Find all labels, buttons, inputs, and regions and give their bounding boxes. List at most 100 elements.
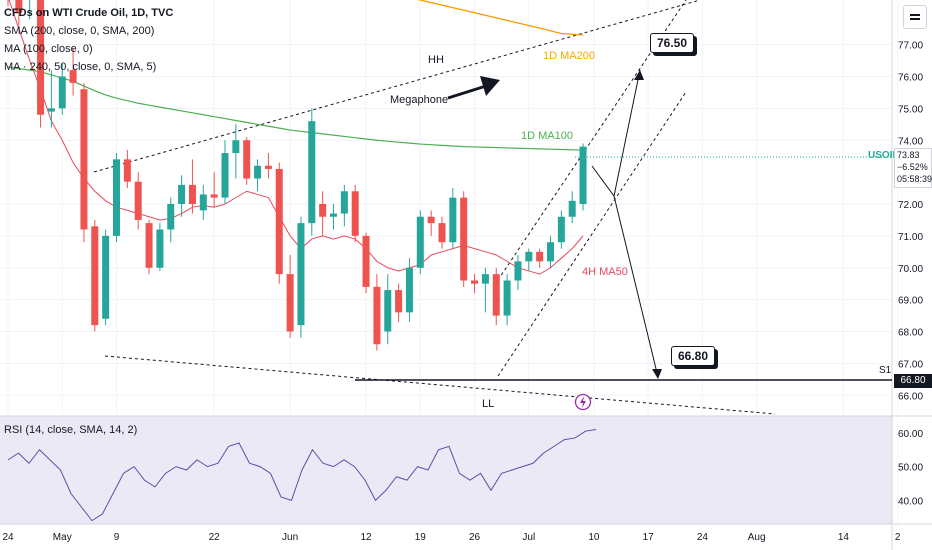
time-tick-label: 24 bbox=[2, 532, 14, 543]
candle-body bbox=[405, 267, 413, 313]
candle-body bbox=[351, 191, 359, 236]
candle-body bbox=[579, 146, 587, 204]
candle-body bbox=[275, 168, 283, 275]
candle-body bbox=[395, 290, 403, 313]
projection-arrowhead-up bbox=[634, 70, 644, 80]
price-tick-label: 74.00 bbox=[898, 136, 923, 147]
ll-trendline bbox=[104, 355, 776, 415]
candle-body bbox=[134, 181, 142, 220]
time-tick-label: May bbox=[53, 532, 72, 543]
projection-arrowhead-down bbox=[652, 369, 662, 379]
candle-body bbox=[330, 213, 337, 217]
projection-path-down bbox=[613, 195, 659, 378]
price-tick-label: 69.00 bbox=[898, 296, 923, 307]
candle-body bbox=[384, 290, 392, 332]
candle-body bbox=[362, 235, 370, 287]
flash-icon-glyph bbox=[580, 396, 586, 408]
time-tick-label: 22 bbox=[209, 532, 221, 543]
time-tick-label: 9 bbox=[114, 532, 120, 543]
candle-body bbox=[145, 223, 153, 268]
candle-body bbox=[188, 184, 196, 204]
rsi-axis-ticks: 60.00 50.00 40.00 bbox=[898, 429, 923, 508]
candle-body bbox=[243, 140, 251, 179]
candle-body bbox=[232, 140, 240, 153]
ma50-path bbox=[8, 0, 584, 275]
candle-body bbox=[47, 108, 55, 112]
time-tick-label: 24 bbox=[697, 532, 709, 543]
symbol-badge: USOIL bbox=[868, 150, 899, 161]
rsi-tick-label: 60.00 bbox=[898, 429, 923, 440]
candle-body bbox=[210, 194, 218, 198]
candle-body bbox=[102, 235, 110, 319]
candle-body bbox=[319, 204, 327, 217]
candle-body bbox=[113, 159, 120, 236]
time-tick-label: 17 bbox=[643, 532, 655, 543]
candle-body bbox=[503, 280, 511, 316]
price-tick-label: 72.00 bbox=[898, 200, 923, 211]
price-tick-label: 71.00 bbox=[898, 232, 923, 243]
rsi-legend: RSI (14, close, SMA, 14, 2) bbox=[4, 424, 138, 436]
candle-body bbox=[471, 280, 479, 284]
candle-body bbox=[547, 242, 554, 262]
megaphone-arrow-shaft bbox=[447, 84, 487, 100]
candle-body bbox=[438, 223, 446, 243]
expand-icon[interactable] bbox=[903, 5, 927, 29]
ma100-label: 1D MA100 bbox=[521, 130, 573, 142]
candle-body bbox=[80, 89, 88, 230]
candle-body bbox=[286, 274, 294, 332]
candle-body bbox=[373, 286, 381, 345]
candle-body bbox=[178, 184, 186, 204]
ma50-line bbox=[8, 0, 584, 275]
candle-body bbox=[427, 216, 435, 224]
current-price: 73.83 bbox=[897, 150, 920, 160]
price-change: −6.52% bbox=[897, 162, 928, 172]
ma200-line bbox=[416, 0, 584, 36]
price-tick-label: 67.00 bbox=[898, 359, 923, 370]
candle-body bbox=[568, 200, 576, 217]
candle-body bbox=[514, 261, 522, 281]
candle-body bbox=[416, 216, 424, 268]
hh-label: HH bbox=[428, 54, 444, 66]
candle-body bbox=[557, 216, 565, 243]
rsi-tick-label: 40.00 bbox=[898, 496, 923, 507]
channel-upper bbox=[497, 0, 687, 281]
time-tick-label: 14 bbox=[838, 532, 850, 543]
candle-body bbox=[449, 197, 457, 243]
target-high-label: 76.50 bbox=[650, 33, 695, 53]
ma200-label: 1D MA200 bbox=[543, 50, 595, 62]
megaphone-arrowhead bbox=[480, 76, 500, 96]
legend-ma: MA (100, close, 0) bbox=[4, 43, 93, 55]
candle-body bbox=[492, 274, 500, 316]
ll-label: LL bbox=[482, 398, 495, 410]
ma100-path bbox=[7, 66, 584, 151]
rsi-background bbox=[0, 416, 892, 524]
candles bbox=[7, 0, 587, 351]
time-tick-label: 12 bbox=[360, 532, 372, 543]
s1-price-badge: 66.80 bbox=[894, 374, 932, 388]
candle-body bbox=[15, 0, 23, 13]
rsi-path bbox=[7, 429, 597, 522]
time-tick-label: 2 bbox=[895, 532, 901, 543]
candle-body bbox=[481, 274, 489, 284]
candle-body bbox=[156, 229, 164, 268]
candle-body bbox=[308, 121, 316, 224]
time-tick-label: Aug bbox=[748, 532, 766, 543]
candle-body bbox=[199, 194, 207, 211]
hh-trendline bbox=[93, 0, 701, 173]
candle-body bbox=[123, 159, 131, 182]
ma200-path bbox=[416, 0, 584, 36]
candle-body bbox=[167, 204, 175, 230]
ma100-line bbox=[7, 66, 584, 151]
legend-sma: SMA (200, close, 0, SMA, 200) bbox=[4, 25, 155, 37]
candle-body bbox=[525, 251, 533, 262]
price-tick-label: 66.00 bbox=[898, 391, 923, 402]
candle-body bbox=[254, 165, 262, 179]
candle-body bbox=[297, 223, 305, 326]
legend-title: CFDs on WTI Crude Oil, 1D, TVC bbox=[4, 7, 174, 19]
price-tick-label: 76.00 bbox=[898, 73, 923, 84]
megaphone-label: Megaphone bbox=[390, 94, 449, 106]
time-tick-label: Jun bbox=[282, 532, 298, 543]
time-tick-label: 26 bbox=[469, 532, 481, 543]
time-tick-label: 19 bbox=[415, 532, 427, 543]
